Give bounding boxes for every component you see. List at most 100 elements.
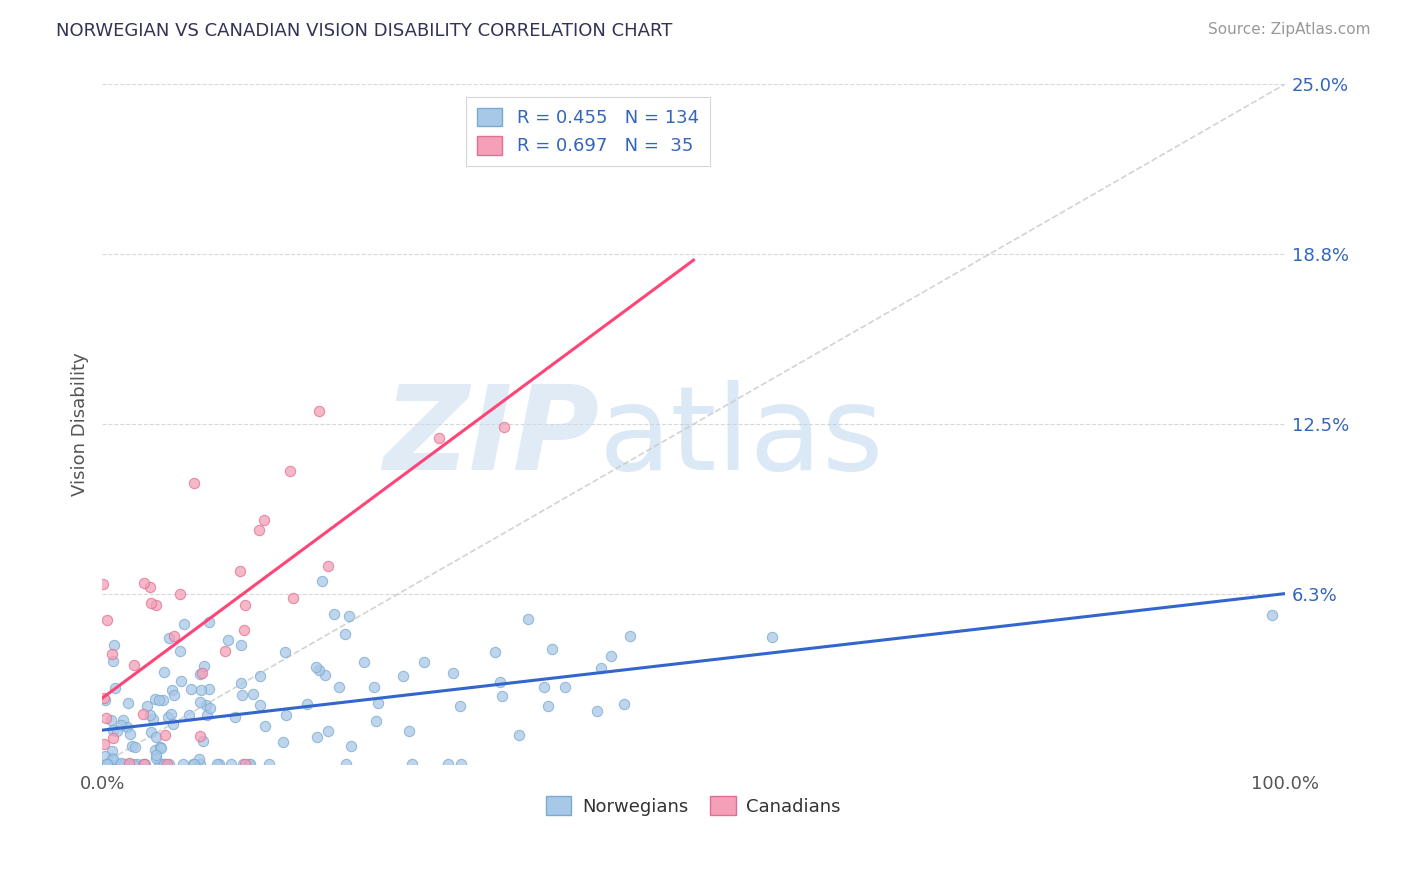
Point — [173, 616, 195, 631]
Point — [169, 587, 191, 601]
Point — [214, 644, 236, 658]
Point — [143, 743, 166, 757]
Y-axis label: Vision Disability: Vision Disability — [72, 352, 89, 496]
Point — [96, 613, 118, 627]
Text: ZIP: ZIP — [382, 380, 599, 495]
Point — [122, 658, 145, 673]
Point — [134, 756, 156, 771]
Point — [112, 756, 135, 771]
Point — [613, 697, 636, 711]
Point — [328, 680, 350, 694]
Point — [139, 580, 162, 594]
Point — [135, 699, 157, 714]
Point — [308, 663, 330, 677]
Point — [100, 714, 122, 728]
Point — [224, 710, 246, 724]
Point — [183, 475, 205, 490]
Point — [125, 756, 148, 771]
Point — [124, 739, 146, 754]
Point — [232, 623, 254, 637]
Point — [232, 756, 254, 771]
Point — [508, 728, 530, 742]
Point — [541, 642, 564, 657]
Point — [1261, 607, 1284, 622]
Point — [274, 707, 297, 722]
Point — [195, 708, 218, 723]
Point — [91, 576, 114, 591]
Point — [172, 756, 194, 771]
Point — [180, 681, 202, 696]
Legend: Norwegians, Canadians: Norwegians, Canadians — [538, 789, 848, 822]
Point — [104, 681, 127, 696]
Point — [149, 739, 172, 754]
Point — [316, 723, 339, 738]
Point — [153, 728, 176, 742]
Point — [101, 744, 124, 758]
Point — [188, 752, 211, 766]
Point — [157, 756, 180, 771]
Point — [229, 676, 252, 690]
Text: Source: ZipAtlas.com: Source: ZipAtlas.com — [1208, 22, 1371, 37]
Point — [141, 596, 163, 610]
Point — [589, 661, 612, 675]
Point — [449, 699, 471, 714]
Point — [152, 693, 174, 707]
Point — [533, 680, 555, 694]
Point — [537, 698, 560, 713]
Point — [94, 749, 117, 764]
Text: NORWEGIAN VS CANADIAN VISION DISABILITY CORRELATION CHART: NORWEGIAN VS CANADIAN VISION DISABILITY … — [56, 22, 672, 40]
Point — [188, 756, 211, 771]
Point — [231, 688, 253, 702]
Point — [156, 756, 179, 771]
Point — [153, 756, 176, 771]
Point — [198, 701, 221, 715]
Point — [443, 666, 465, 681]
Point — [145, 750, 167, 764]
Point — [122, 756, 145, 771]
Point — [193, 659, 215, 673]
Point — [115, 720, 138, 734]
Point — [181, 756, 204, 771]
Point — [96, 711, 118, 725]
Point — [295, 697, 318, 711]
Point — [103, 731, 125, 745]
Point — [554, 681, 576, 695]
Point — [337, 609, 360, 624]
Point — [101, 752, 124, 766]
Point — [305, 730, 328, 744]
Point — [412, 655, 434, 669]
Point — [492, 420, 515, 434]
Point — [437, 756, 460, 771]
Point — [190, 666, 212, 681]
Text: atlas: atlas — [599, 380, 884, 495]
Point — [103, 723, 125, 737]
Point — [159, 706, 181, 721]
Point — [198, 615, 221, 630]
Point — [131, 756, 153, 771]
Point — [103, 638, 125, 652]
Point — [148, 693, 170, 707]
Point — [249, 698, 271, 712]
Point — [145, 598, 167, 612]
Point — [229, 639, 252, 653]
Point — [132, 756, 155, 771]
Point — [253, 513, 276, 527]
Point — [491, 689, 513, 703]
Point — [217, 632, 239, 647]
Point — [93, 690, 115, 705]
Point — [249, 669, 271, 683]
Point — [271, 734, 294, 748]
Point — [619, 628, 641, 642]
Point — [100, 751, 122, 765]
Point — [110, 756, 132, 771]
Point — [183, 756, 205, 771]
Point — [143, 692, 166, 706]
Point — [366, 714, 388, 728]
Point — [484, 645, 506, 659]
Point — [761, 631, 783, 645]
Point — [254, 719, 277, 733]
Point — [305, 659, 328, 673]
Point — [170, 674, 193, 689]
Point — [157, 632, 180, 646]
Point — [257, 756, 280, 771]
